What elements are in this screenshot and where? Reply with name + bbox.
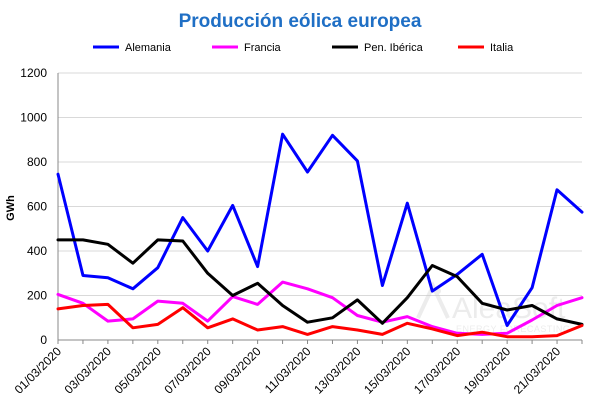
series-lines bbox=[56, 132, 584, 339]
y-tick-label: 1000 bbox=[20, 111, 47, 125]
x-tick-label: 07/03/2020 bbox=[161, 344, 214, 397]
y-tick-label: 200 bbox=[27, 289, 47, 303]
chart-title: Producción eólica europea bbox=[179, 11, 422, 32]
x-axis-ticks: 01/03/202003/03/202005/03/202007/03/2020… bbox=[12, 340, 583, 397]
x-tick-label: 21/03/2020 bbox=[511, 344, 564, 397]
legend-label: Alemania bbox=[125, 42, 172, 54]
y-axis-ticks: 0 200 400 600 800 1000 1200 bbox=[20, 66, 47, 347]
legend-label: Italia bbox=[490, 42, 514, 54]
x-tick-label: 09/03/2020 bbox=[211, 344, 264, 397]
x-tick-label: 05/03/2020 bbox=[112, 344, 165, 397]
series-line-alemania bbox=[56, 132, 584, 327]
x-tick-label: 01/03/2020 bbox=[12, 344, 65, 397]
x-tick-label: 17/03/2020 bbox=[411, 344, 464, 397]
legend-item: Italia bbox=[458, 42, 514, 54]
legend-item: Alemania bbox=[93, 42, 172, 54]
x-tick-label: 13/03/2020 bbox=[311, 344, 364, 397]
y-tick-label: 1200 bbox=[20, 66, 47, 80]
legend-label: Pen. Ibérica bbox=[364, 42, 424, 54]
x-tick-label: 19/03/2020 bbox=[461, 344, 514, 397]
legend: Alemania Francia Pen. Ibérica Italia bbox=[93, 42, 514, 54]
legend-label: Francia bbox=[244, 42, 282, 54]
legend-item: Pen. Ibérica bbox=[332, 42, 424, 54]
x-tick-label: 11/03/2020 bbox=[262, 344, 314, 396]
series-line-pen-ib-rica bbox=[56, 238, 584, 326]
x-tick-label: 15/03/2020 bbox=[361, 344, 414, 397]
y-tick-label: 800 bbox=[27, 155, 47, 169]
gridlines bbox=[58, 72, 582, 296]
series-line-italia bbox=[56, 302, 584, 339]
y-tick-label: 600 bbox=[27, 200, 47, 214]
y-axis-label: GWh bbox=[5, 195, 17, 221]
legend-item: Francia bbox=[212, 42, 282, 54]
y-tick-label: 0 bbox=[40, 333, 47, 347]
x-tick-label: 03/03/2020 bbox=[62, 344, 115, 397]
y-tick-label: 400 bbox=[27, 244, 47, 258]
